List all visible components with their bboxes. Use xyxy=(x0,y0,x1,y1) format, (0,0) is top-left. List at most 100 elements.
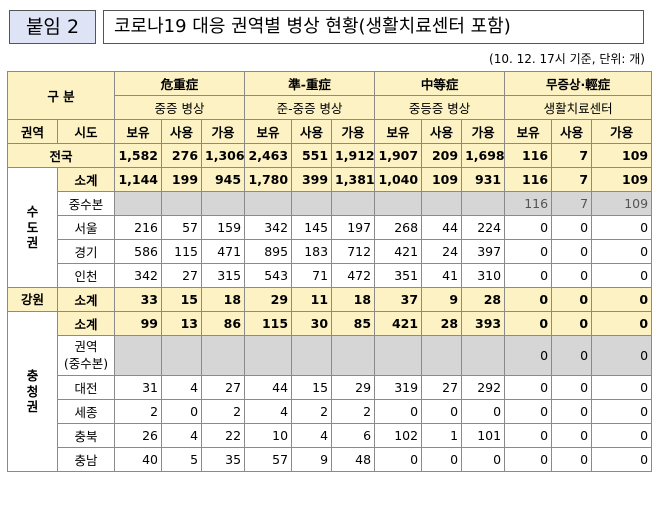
table-cell: 41 xyxy=(421,263,463,288)
table-cell: 116 xyxy=(504,167,553,192)
table-cell: 18 xyxy=(201,287,246,312)
table-cell: 0 xyxy=(504,263,553,288)
table-cell: 44 xyxy=(421,215,463,240)
table-cell: 0 xyxy=(504,447,553,472)
table-cell: 116 xyxy=(504,191,553,216)
row-label: 경기 xyxy=(56,239,116,264)
table-cell: 543 xyxy=(244,263,293,288)
table-cell: 1 xyxy=(421,423,463,448)
table-cell: 0 xyxy=(461,399,506,424)
table-cell: 310 xyxy=(461,263,506,288)
row-label: 소계 xyxy=(56,311,116,336)
table-cell: 31 xyxy=(114,375,163,400)
table-cell: 197 xyxy=(331,215,376,240)
group-subheader: 생활치료센터 xyxy=(504,95,653,120)
table-cell: 1,780 xyxy=(244,167,293,192)
table-cell: 57 xyxy=(244,447,293,472)
table-row: 충남 40 5 35 57 9 48 0 0 0 0 0 0 xyxy=(8,447,653,472)
table-cell: 27 xyxy=(161,263,203,288)
group-subheader: 준-중증 병상 xyxy=(244,95,376,120)
table-cell: 2 xyxy=(291,399,333,424)
table-cell: 86 xyxy=(201,311,246,336)
table-cell: 0 xyxy=(161,399,203,424)
table-cell: 0 xyxy=(551,215,593,240)
table-cell: 0 xyxy=(504,375,553,400)
table-cell xyxy=(461,335,506,376)
table-cell: 393 xyxy=(461,311,506,336)
table-cell: 216 xyxy=(114,215,163,240)
table-cell: 0 xyxy=(504,287,553,312)
table-cell: 268 xyxy=(374,215,423,240)
table-cell: 145 xyxy=(291,215,333,240)
table-cell: 102 xyxy=(374,423,423,448)
table-cell xyxy=(461,191,506,216)
page-title: 코로나19 대응 권역별 병상 현황(생활치료센터 포함) xyxy=(103,10,644,44)
row-label: 권역 (중수본) xyxy=(56,335,116,376)
group-subheader: 중증 병상 xyxy=(114,95,246,120)
col-available: 가용 xyxy=(331,119,376,144)
table-cell: 4 xyxy=(161,423,203,448)
table-cell: 9 xyxy=(291,447,333,472)
table-cell: 0 xyxy=(461,447,506,472)
national-cell: 209 xyxy=(421,143,463,168)
table-cell: 0 xyxy=(591,423,653,448)
table-cell: 421 xyxy=(374,239,423,264)
national-cell: 1,912 xyxy=(331,143,376,168)
table-cell: 0 xyxy=(591,335,653,376)
table-cell xyxy=(421,335,463,376)
region-name: 강원 xyxy=(20,291,44,307)
national-cell: 1,306 xyxy=(201,143,246,168)
region-name-cell: 수도권 xyxy=(7,167,58,288)
table-cell: 10 xyxy=(244,423,293,448)
table-cell: 0 xyxy=(591,399,653,424)
region-name: 수도권 xyxy=(26,204,39,251)
row-label: 소계 xyxy=(56,287,116,312)
table-cell: 0 xyxy=(374,447,423,472)
table-cell xyxy=(114,191,163,216)
table-cell: 109 xyxy=(591,191,653,216)
table-cell: 1,040 xyxy=(374,167,423,192)
table-cell: 0 xyxy=(551,263,593,288)
table-cell: 40 xyxy=(114,447,163,472)
col-owned: 보유 xyxy=(504,119,553,144)
table-cell: 15 xyxy=(291,375,333,400)
table-cell: 0 xyxy=(551,335,593,376)
table-cell: 109 xyxy=(421,167,463,192)
table-row: 충청권 소계 99 13 86 115 30 85 421 28 393 0 0 0 xyxy=(7,311,653,472)
table-row: 수도권 소계 1,144 199 945 1,780 399 1,381 1,040 109 931… xyxy=(7,167,653,288)
row-label: 충북 xyxy=(56,423,116,448)
table-cell: 342 xyxy=(114,263,163,288)
table-cell: 0 xyxy=(591,215,653,240)
table-cell: 0 xyxy=(551,311,593,336)
table-cell xyxy=(161,335,203,376)
group-subheader: 중등증 병상 xyxy=(374,95,506,120)
national-cell: 1,698 xyxy=(461,143,506,168)
header-row-columns: 권역 시도 보유 사용 가용 보유 사용 가용 보유 사용 가용 보유 사용 가… xyxy=(7,119,653,144)
national-cell: 1,582 xyxy=(114,143,163,168)
table-cell: 342 xyxy=(244,215,293,240)
header-row-subgroups: 중증 병상 준-중증 병상 중등증 병상 생활치료센터 xyxy=(8,95,653,120)
table-cell: 0 xyxy=(504,399,553,424)
table-cell: 30 xyxy=(291,311,333,336)
table-cell: 712 xyxy=(331,239,376,264)
table-cell: 586 xyxy=(114,239,163,264)
reference-note: (10. 12. 17시 기준, 단위: 개) xyxy=(489,52,645,66)
col-used: 사용 xyxy=(551,119,593,144)
row-label: 서울 xyxy=(56,215,116,240)
table-cell: 71 xyxy=(291,263,333,288)
table-cell: 0 xyxy=(591,287,653,312)
table-cell: 0 xyxy=(421,447,463,472)
table-row: 중수본 116 7 109 xyxy=(8,191,653,216)
table-cell: 28 xyxy=(421,311,463,336)
national-cell: 1,907 xyxy=(374,143,423,168)
national-cell: 7 xyxy=(551,143,593,168)
bed-status-table: 구 분 危重症 準-重症 中等症 무증상·輕症 중증 병상 준-중증 병상 중등… xyxy=(6,71,653,472)
table-cell: 183 xyxy=(291,239,333,264)
row-label: 소계 xyxy=(56,167,116,192)
table-cell: 0 xyxy=(504,311,553,336)
group-header: 무증상·輕症 xyxy=(504,71,653,96)
table-cell: 24 xyxy=(421,239,463,264)
table-cell: 35 xyxy=(201,447,246,472)
table-cell xyxy=(114,335,163,376)
table-row: 서울 216 57 159 342 145 197 268 44 224 0 0 0 xyxy=(8,215,653,240)
